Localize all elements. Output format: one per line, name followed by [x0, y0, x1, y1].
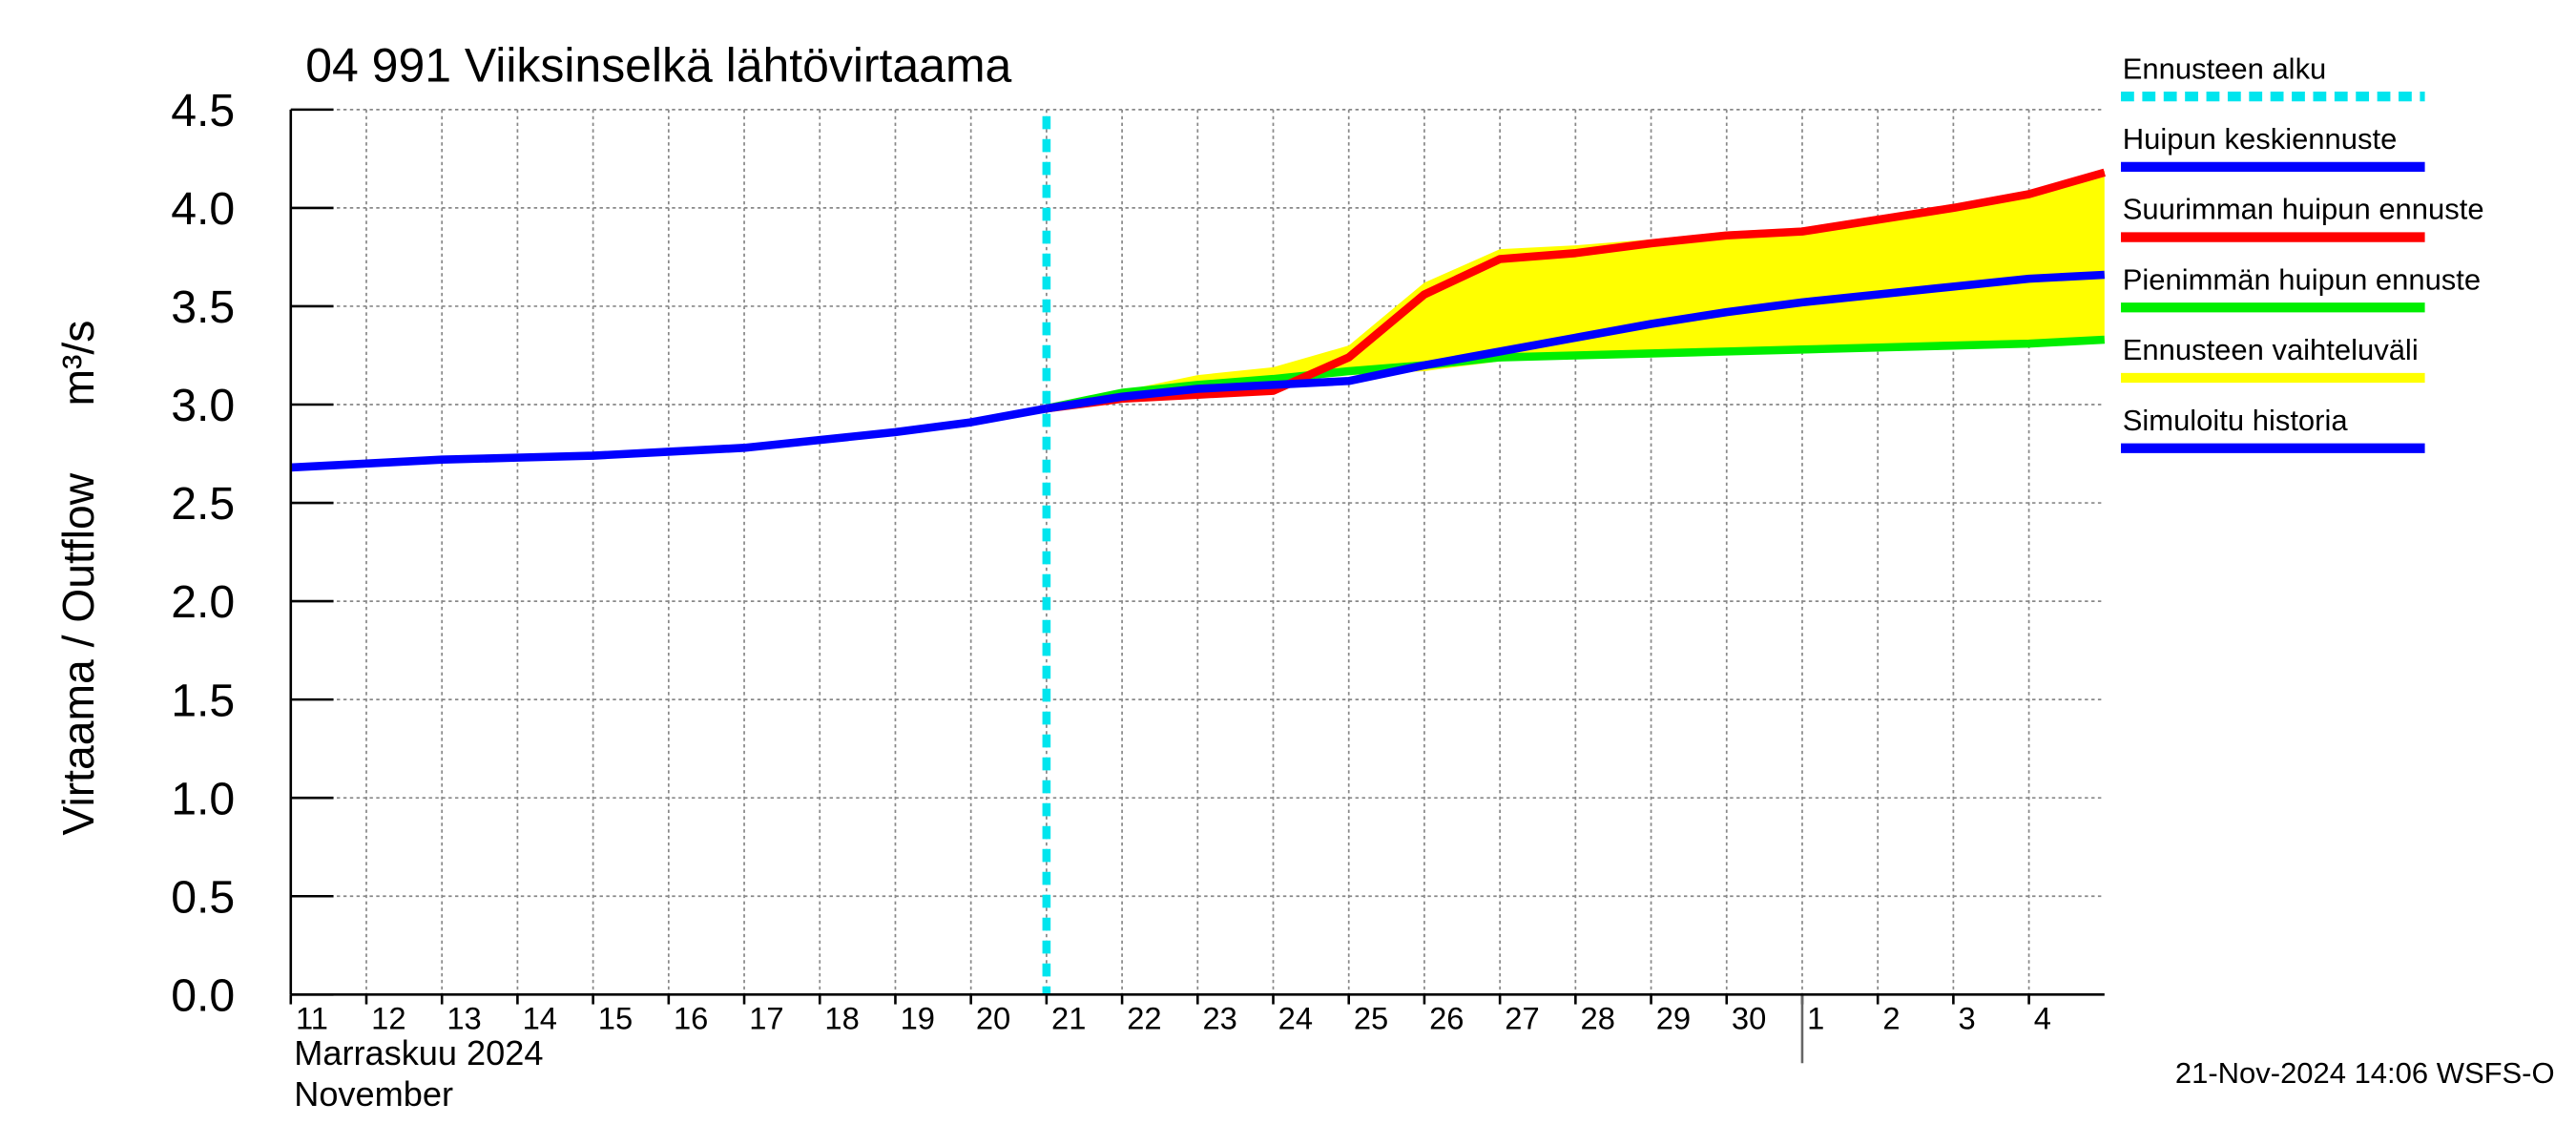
legend-label: Ennusteen alku: [2123, 52, 2327, 85]
y-tick-label: 2.0: [171, 576, 235, 628]
x-tick-label: 28: [1581, 1000, 1615, 1035]
x-tick-label: 15: [598, 1000, 633, 1035]
x-tick-label: 20: [976, 1000, 1010, 1035]
line-series: [1045, 335, 2106, 413]
x-tick-label: 14: [523, 1000, 557, 1035]
y-tick-label: 3.5: [171, 281, 235, 333]
x-tick-label: 4: [2034, 1000, 2051, 1035]
legend-label: Pienimmän huipun ennuste: [2123, 262, 2481, 296]
x-tick-label: 18: [824, 1000, 859, 1035]
x-tick-label: 1: [1807, 1000, 1824, 1035]
footer: 21-Nov-2024 14:06 WSFS-O: [2175, 1056, 2555, 1090]
legend-label: Simuloitu historia: [2123, 404, 2349, 437]
month-label-en: November: [294, 1074, 453, 1114]
line-series: [290, 404, 1048, 472]
x-tick-label: 22: [1127, 1000, 1161, 1035]
x-tick-label: 13: [447, 1000, 481, 1035]
x-tick-label: 2: [1882, 1000, 1900, 1035]
chart-title: 04 991 Viiksinselkä lähtövirtaama: [305, 39, 1011, 93]
x-tick-label: 21: [1051, 1000, 1086, 1035]
x-tick-label: 30: [1732, 1000, 1766, 1035]
month-label: Marraskuu 2024: [294, 1033, 543, 1072]
x-tick-label: 11: [296, 1000, 328, 1035]
y-tick-label: 4.0: [171, 183, 235, 235]
y-tick-label: 0.5: [171, 871, 235, 923]
x-tick-label: 26: [1429, 1000, 1464, 1035]
x-tick-label: 23: [1202, 1000, 1236, 1035]
x-tick-label: 24: [1278, 1000, 1313, 1035]
x-tick-label: 16: [674, 1000, 708, 1035]
y-tick-label: 1.0: [171, 773, 235, 824]
x-tick-label: 19: [901, 1000, 935, 1035]
x-tick-label: 27: [1505, 1000, 1539, 1035]
y-axis-label: Virtaama / Outflow: [53, 472, 103, 835]
line-series: [1046, 168, 2106, 413]
y-axis-unit: m³/s: [53, 321, 103, 406]
y-tick-label: 2.5: [171, 478, 235, 530]
legend-label: Ennusteen vaihteluväli: [2123, 333, 2419, 366]
x-tick-label: 29: [1656, 1000, 1691, 1035]
y-tick-label: 0.0: [171, 970, 235, 1022]
x-tick-label: 3: [1959, 1000, 1976, 1035]
y-tick-label: 4.5: [171, 85, 235, 136]
x-tick-label: 25: [1354, 1000, 1388, 1035]
x-tick-label: 12: [371, 1000, 405, 1035]
x-tick-label: 17: [749, 1000, 783, 1035]
legend-label: Huipun keskiennuste: [2123, 122, 2398, 156]
y-tick-label: 1.5: [171, 675, 235, 726]
legend-label: Suurimman huipun ennuste: [2123, 193, 2484, 226]
line-series: [1046, 270, 2106, 413]
y-tick-label: 3.0: [171, 380, 235, 431]
